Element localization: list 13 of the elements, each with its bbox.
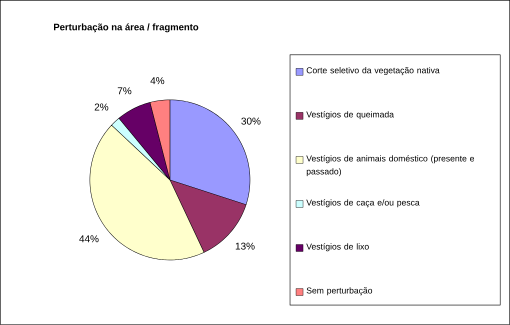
legend-label: Vestígios de caça e/ou pesca (306, 199, 420, 208)
legend-label: Corte seletivo da vegetação nativa (306, 67, 440, 76)
chart-title: Perturbação na área / fragmento (54, 23, 198, 32)
legend-label: Vestígios de queimada (306, 111, 394, 120)
legend-label: Vestígios de lixo (306, 243, 369, 252)
data-label: 30% (241, 118, 261, 125)
data-label: 2% (94, 104, 108, 111)
legend-label: Vestígios de animais doméstico (presente e passado) (306, 155, 474, 176)
data-label: 4% (150, 77, 164, 84)
data-label: 44% (79, 235, 99, 242)
data-label: 13% (236, 242, 255, 250)
legend-label: Sem perturbação (306, 287, 372, 296)
data-label: 7% (118, 87, 132, 94)
